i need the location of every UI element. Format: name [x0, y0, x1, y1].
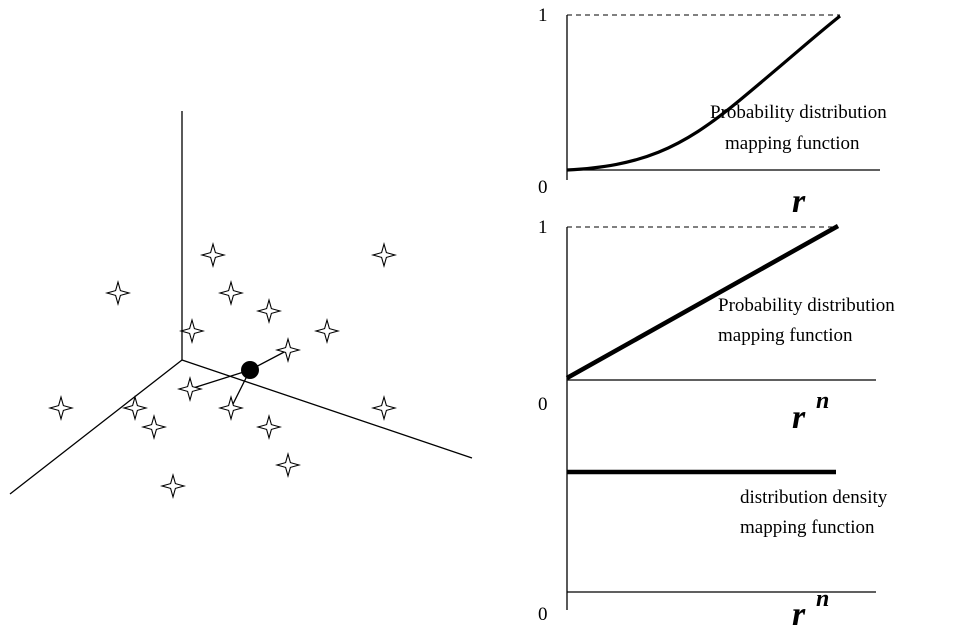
- sample-point-star: [199, 241, 227, 269]
- panel-bottom-caption-line2: mapping function: [740, 517, 875, 538]
- panel-top-caption-line1: Probability distribution: [710, 102, 887, 123]
- panel-bottom: 0 distribution density mapping function …: [538, 380, 888, 629]
- neighbor-link: [189, 369, 251, 390]
- panel-top-tick-max: 1: [538, 5, 548, 26]
- query-point: [241, 361, 259, 379]
- sample-point-star: [121, 394, 149, 422]
- sample-point-star: [104, 279, 132, 307]
- sample-points: [47, 241, 398, 500]
- sample-point-star: [274, 451, 302, 479]
- panel-middle: 1 0 Probability distribution mapping fun…: [538, 217, 895, 436]
- panel-middle-x-label-sup: n: [816, 388, 829, 414]
- sample-point-star: [313, 317, 341, 345]
- panel-top-x-label: r: [792, 183, 806, 220]
- panel-top-tick-zero: 0: [538, 177, 548, 198]
- sample-point-star: [255, 297, 283, 325]
- panel-bottom-caption-line1: distribution density: [740, 487, 888, 508]
- sample-point-star: [47, 394, 75, 422]
- linear-mapping-line: [565, 224, 840, 380]
- sample-point-star: [176, 375, 204, 403]
- panel-middle-caption-line2: mapping function: [718, 325, 853, 346]
- panel-middle-caption-line1: Probability distribution: [718, 295, 895, 316]
- sample-point-star: [140, 413, 168, 441]
- sample-point-star: [217, 279, 245, 307]
- panel-bottom-tick-zero: 0: [538, 604, 548, 625]
- sample-point-star: [178, 317, 206, 345]
- sample-point-star: [370, 241, 398, 269]
- panel-bottom-x-label-sup: n: [816, 586, 829, 612]
- sample-point-star: [217, 394, 245, 422]
- sample-point-star: [370, 394, 398, 422]
- point-cloud-3d: [9, 111, 473, 500]
- panel-middle-tick-max: 1: [538, 217, 548, 238]
- panel-middle-tick-zero: 0: [538, 394, 548, 415]
- sample-point-star: [159, 472, 187, 500]
- panel-top-caption-line2: mapping function: [725, 133, 860, 154]
- panel-top: 1 0 Probability distribution mapping fun…: [538, 5, 887, 220]
- panel-middle-x-label: r: [792, 399, 806, 436]
- cdf-curve: [566, 14, 841, 172]
- x-axis: [9, 359, 183, 495]
- panel-bottom-x-label: r: [792, 596, 806, 629]
- sample-point-star: [274, 336, 302, 364]
- sample-point-star: [255, 413, 283, 441]
